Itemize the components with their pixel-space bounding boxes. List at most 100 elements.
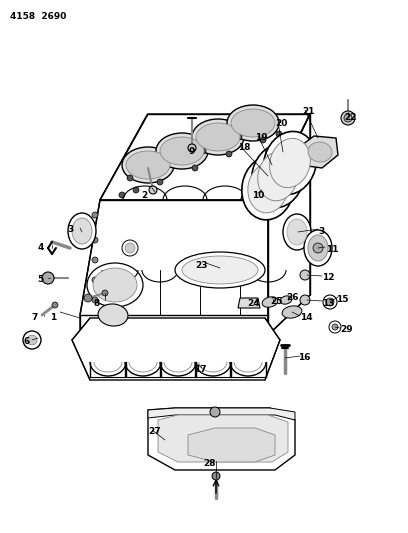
- Circle shape: [300, 295, 310, 305]
- Text: 4158  2690: 4158 2690: [10, 12, 67, 21]
- Polygon shape: [298, 136, 338, 168]
- Text: 12: 12: [322, 273, 335, 282]
- Ellipse shape: [262, 297, 278, 307]
- Ellipse shape: [252, 144, 304, 208]
- Text: 14: 14: [300, 313, 313, 322]
- Circle shape: [92, 237, 98, 243]
- Text: 22: 22: [344, 114, 357, 123]
- Ellipse shape: [196, 123, 240, 151]
- Circle shape: [84, 294, 92, 302]
- Circle shape: [125, 243, 135, 253]
- Circle shape: [329, 321, 341, 333]
- Text: 19: 19: [255, 133, 268, 142]
- Circle shape: [236, 134, 242, 140]
- Text: 11: 11: [326, 245, 339, 254]
- Ellipse shape: [242, 156, 294, 220]
- Ellipse shape: [98, 304, 128, 326]
- Text: 10: 10: [252, 191, 264, 200]
- Text: 1: 1: [50, 313, 56, 322]
- Text: 15: 15: [336, 295, 348, 303]
- Ellipse shape: [87, 263, 143, 307]
- Circle shape: [157, 179, 163, 185]
- Text: 5: 5: [38, 276, 44, 285]
- Circle shape: [226, 151, 232, 157]
- Text: 2: 2: [142, 191, 148, 200]
- Ellipse shape: [252, 182, 272, 198]
- Circle shape: [52, 302, 58, 308]
- Text: 8: 8: [94, 298, 100, 308]
- Text: 9: 9: [189, 148, 195, 157]
- Polygon shape: [238, 298, 260, 308]
- Ellipse shape: [156, 133, 208, 169]
- Ellipse shape: [287, 219, 307, 245]
- Text: 7: 7: [32, 313, 38, 322]
- Circle shape: [92, 212, 98, 218]
- Ellipse shape: [68, 213, 96, 249]
- Circle shape: [119, 192, 125, 198]
- Ellipse shape: [270, 139, 310, 188]
- Circle shape: [27, 335, 37, 345]
- Text: 3: 3: [318, 227, 324, 236]
- Text: 24: 24: [248, 298, 260, 308]
- Circle shape: [127, 175, 133, 181]
- Circle shape: [192, 165, 198, 171]
- Circle shape: [210, 407, 220, 417]
- Ellipse shape: [93, 268, 137, 302]
- Polygon shape: [148, 408, 295, 420]
- Circle shape: [42, 272, 54, 284]
- Ellipse shape: [304, 230, 332, 266]
- Ellipse shape: [175, 252, 265, 288]
- Polygon shape: [148, 408, 295, 470]
- Circle shape: [341, 111, 355, 125]
- Circle shape: [102, 290, 108, 296]
- Circle shape: [300, 270, 310, 280]
- Text: 18: 18: [238, 143, 251, 152]
- Ellipse shape: [248, 163, 288, 213]
- Ellipse shape: [126, 151, 170, 179]
- Text: 25: 25: [270, 296, 282, 305]
- Ellipse shape: [72, 218, 92, 244]
- Polygon shape: [158, 415, 288, 462]
- Circle shape: [332, 324, 338, 330]
- Ellipse shape: [283, 214, 311, 250]
- Text: 21: 21: [302, 108, 315, 117]
- Circle shape: [133, 187, 139, 193]
- Text: 27: 27: [148, 427, 161, 437]
- Ellipse shape: [258, 151, 298, 201]
- Text: 28: 28: [204, 458, 216, 467]
- Text: 16: 16: [298, 353, 310, 362]
- Text: 20: 20: [275, 119, 287, 128]
- Ellipse shape: [282, 306, 302, 318]
- Circle shape: [188, 144, 196, 152]
- Circle shape: [163, 162, 169, 168]
- Circle shape: [276, 131, 282, 137]
- Ellipse shape: [192, 119, 244, 155]
- Ellipse shape: [122, 147, 174, 183]
- Ellipse shape: [308, 142, 332, 162]
- Ellipse shape: [280, 296, 292, 304]
- Text: 3: 3: [68, 225, 74, 235]
- Circle shape: [344, 114, 352, 122]
- Polygon shape: [80, 200, 268, 335]
- Ellipse shape: [308, 235, 328, 261]
- Text: 29: 29: [340, 326, 353, 335]
- Ellipse shape: [182, 256, 258, 284]
- Ellipse shape: [227, 105, 279, 141]
- Circle shape: [313, 243, 323, 253]
- Polygon shape: [268, 114, 310, 335]
- Text: 4: 4: [38, 243, 44, 252]
- Ellipse shape: [264, 132, 317, 195]
- Circle shape: [200, 148, 206, 154]
- Text: 6: 6: [24, 337, 30, 346]
- Circle shape: [212, 472, 220, 480]
- Text: 13: 13: [322, 298, 335, 308]
- Circle shape: [149, 186, 157, 194]
- Ellipse shape: [160, 137, 204, 165]
- Ellipse shape: [231, 109, 275, 137]
- Text: 23: 23: [196, 261, 208, 270]
- Polygon shape: [188, 428, 275, 462]
- Text: 26: 26: [286, 294, 299, 303]
- Circle shape: [23, 331, 41, 349]
- Circle shape: [92, 257, 98, 263]
- Circle shape: [326, 298, 334, 306]
